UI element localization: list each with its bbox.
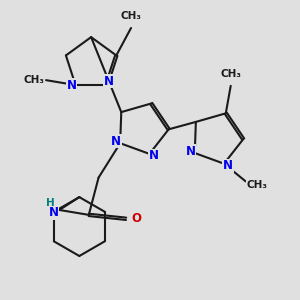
- Text: N: N: [186, 145, 196, 158]
- Text: CH₃: CH₃: [121, 11, 142, 21]
- Text: H: H: [46, 198, 55, 208]
- Text: O: O: [131, 212, 141, 225]
- Text: N: N: [148, 149, 158, 162]
- Text: N: N: [223, 159, 233, 172]
- Text: N: N: [104, 75, 114, 88]
- Text: CH₃: CH₃: [247, 180, 268, 190]
- Text: N: N: [111, 135, 121, 148]
- Text: N: N: [67, 79, 76, 92]
- Text: CH₃: CH₃: [220, 69, 241, 79]
- Text: CH₃: CH₃: [24, 75, 45, 85]
- Text: N: N: [48, 206, 59, 219]
